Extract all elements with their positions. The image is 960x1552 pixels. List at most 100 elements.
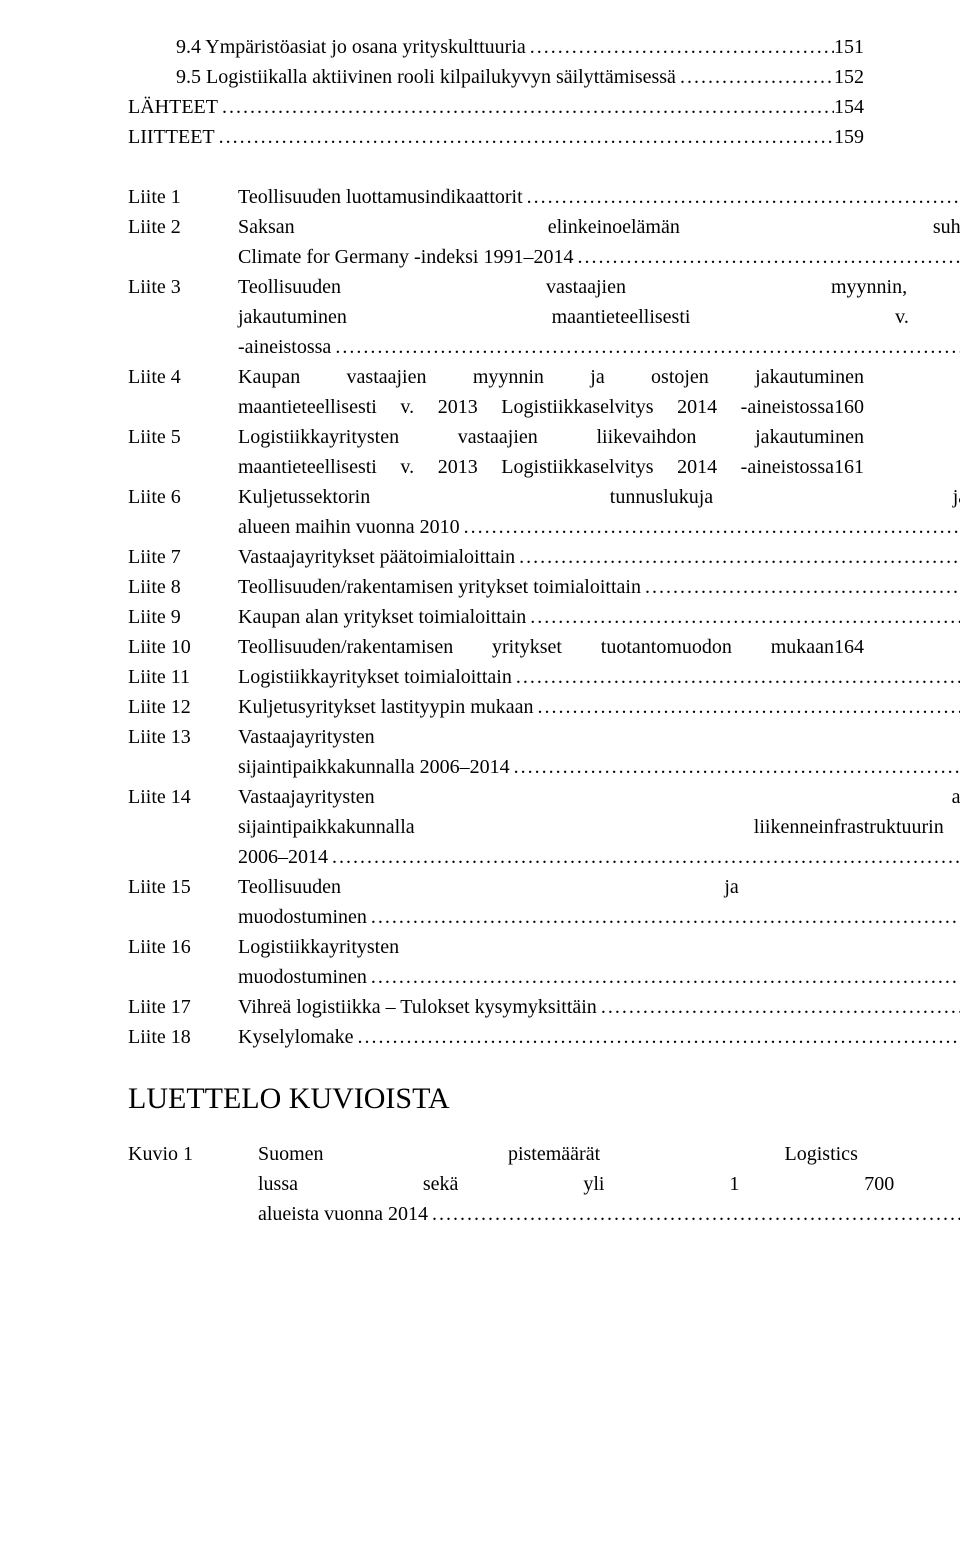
appendix-text: sijaintipaikkakunnalla liikenneinfrastru… xyxy=(238,812,960,842)
appendix-entry: Liite 6 Kuljetussektorin tunnuslukuja ja… xyxy=(128,482,864,542)
appendix-text: Kuljetusyritykset lastityypin mukaan xyxy=(238,692,534,722)
appendix-label: Liite 4 xyxy=(128,362,238,392)
toc-entry: 9.5 Logistiikalla aktiivinen rooli kilpa… xyxy=(128,62,864,92)
toc-leader xyxy=(523,182,960,212)
appendix-text: jakautuminen maantieteellisesti v. 2013 … xyxy=(238,302,960,332)
document-page: 9.4 Ympäristöasiat jo osana yrityskulttu… xyxy=(0,0,960,1552)
section-heading: LUETTELO KUVIOISTA xyxy=(128,1052,864,1139)
appendix-list: Liite 1 Teollisuuden luottamusindikaatto… xyxy=(128,182,864,1052)
appendix-entry: Liite 18 Kyselylomake 176 xyxy=(128,1022,864,1052)
toc-entry: LÄHTEET 154 xyxy=(128,92,864,122)
toc-page: 159 xyxy=(834,122,864,152)
appendix-page: 160 xyxy=(834,392,864,422)
toc-leader xyxy=(526,602,960,632)
toc-leader xyxy=(512,662,960,692)
toc-leader xyxy=(428,1199,960,1229)
toc-leader xyxy=(460,512,960,542)
appendix-entry: Liite 13 Vastaajayritysten arviot toimin… xyxy=(128,722,864,782)
appendix-text: Logistiikkayritysten komposiitti-indikaa… xyxy=(238,932,960,962)
appendix-text: Logistiikkayritykset toimialoittain xyxy=(238,662,512,692)
appendix-text: alueen maihin vuonna 2010 xyxy=(238,512,460,542)
appendix-text: maantieteellisesti v. 2013 Logistiikkase… xyxy=(238,452,834,482)
toc-label: LIITTEET xyxy=(128,122,215,152)
toc-leader xyxy=(641,572,960,602)
toc-leader xyxy=(367,962,960,992)
figure-label: Kuvio 1 xyxy=(128,1139,258,1169)
appendix-label: Liite 16 xyxy=(128,932,238,962)
figure-text: Suomen pistemäärät Logistics Performance… xyxy=(258,1139,960,1169)
appendix-label: Liite 12 xyxy=(128,692,238,722)
toc-leader xyxy=(510,752,960,782)
appendix-text: -aineistossa xyxy=(238,332,331,362)
appendix-label: Liite 9 xyxy=(128,602,238,632)
appendix-entry: Liite 3 Teollisuuden vastaajien myynnin,… xyxy=(128,272,864,362)
appendix-entry: Liite 16 Logistiikkayritysten komposiitt… xyxy=(128,932,864,992)
toc-page: 151 xyxy=(834,32,864,62)
toc-leader xyxy=(534,692,960,722)
appendix-text: Teollisuuden vastaajien myynnin, tuotant… xyxy=(238,272,960,302)
appendix-text: 2006–2014 xyxy=(238,842,328,872)
appendix-text: Teollisuuden/rakentamisen yritykset toim… xyxy=(238,572,641,602)
appendix-text: Vihreä logistiikka – Tulokset kysymyksit… xyxy=(238,992,597,1022)
toc-page: 152 xyxy=(834,62,864,92)
appendix-page: 164 xyxy=(834,632,864,662)
appendix-entry: Liite 2 Saksan elinkeinoelämän suhdannen… xyxy=(128,212,864,272)
appendix-entry: Liite 10 Teollisuuden/rakentamisen yrity… xyxy=(128,632,864,662)
appendix-text: Logistiikkayritysten vastaajien liikevai… xyxy=(238,422,864,452)
appendix-entry: Liite 1 Teollisuuden luottamusindikaatto… xyxy=(128,182,864,212)
appendix-text: Teollisuuden luottamusindikaattorit xyxy=(238,182,523,212)
appendix-entry: Liite 11 Logistiikkayritykset toimialoit… xyxy=(128,662,864,692)
appendix-text: Kyselylomake xyxy=(238,1022,354,1052)
appendix-entry: Liite 17 Vihreä logistiikka – Tulokset k… xyxy=(128,992,864,1022)
appendix-text: Vastaajayritysten arviot toimintaedellyt… xyxy=(238,782,960,812)
appendix-label: Liite 17 xyxy=(128,992,238,1022)
toc-label: LÄHTEET xyxy=(128,92,218,122)
figure-text: alueista vuonna 2014 xyxy=(258,1199,428,1229)
toc-leader xyxy=(367,902,960,932)
appendix-text: Vastaajayritysten arviot toimintaedellyt… xyxy=(238,722,960,752)
appendix-label: Liite 13 xyxy=(128,722,238,752)
toc-label: 9.4 Ympäristöasiat jo osana yrityskulttu… xyxy=(176,32,526,62)
appendix-entry: Liite 9 Kaupan alan yritykset toimialoit… xyxy=(128,602,864,632)
appendix-label: Liite 6 xyxy=(128,482,238,512)
appendix-text: Kaupan alan yritykset toimialoittain xyxy=(238,602,526,632)
appendix-text: Saksan elinkeinoelämän suhdannenäkymiä k… xyxy=(238,212,960,242)
appendix-entry: Liite 15 Teollisuuden ja kaupan komposii… xyxy=(128,872,864,932)
toc-entry: 9.4 Ympäristöasiat jo osana yrityskulttu… xyxy=(128,32,864,62)
appendix-text: Teollisuuden ja kaupan komposiitti-indik… xyxy=(238,872,960,902)
appendix-label: Liite 1 xyxy=(128,182,238,212)
appendix-text: Kuljetussektorin tunnuslukuja ja vertail… xyxy=(238,482,960,512)
toc-page: 154 xyxy=(834,92,864,122)
toc-entry: LIITTEET 159 xyxy=(128,122,864,152)
appendix-label: Liite 18 xyxy=(128,1022,238,1052)
appendix-label: Liite 3 xyxy=(128,272,238,302)
figure-entry: Kuvio 1 Suomen pistemäärät Logistics Per… xyxy=(128,1139,864,1229)
toc-leader xyxy=(526,32,834,62)
toc-leader xyxy=(515,542,960,572)
appendix-text: muodostuminen xyxy=(238,962,367,992)
appendix-label: Liite 7 xyxy=(128,542,238,572)
toc-leader xyxy=(218,92,834,122)
appendix-label: Liite 10 xyxy=(128,632,238,662)
appendix-entry: Liite 5 Logistiikkayritysten vastaajien … xyxy=(128,422,864,482)
figure-text: lussa sekä yli 1 700 suomalaisen vastaaj… xyxy=(258,1169,960,1199)
toc-leader xyxy=(574,242,960,272)
appendix-label: Liite 15 xyxy=(128,872,238,902)
appendix-text: Climate for Germany -indeksi 1991–2014 xyxy=(238,242,574,272)
toc-leader xyxy=(328,842,960,872)
appendix-text: Vastaajayritykset päätoimialoittain xyxy=(238,542,515,572)
toc-leader xyxy=(215,122,834,152)
appendix-label: Liite 11 xyxy=(128,662,238,692)
appendix-label: Liite 8 xyxy=(128,572,238,602)
appendix-text: muodostuminen xyxy=(238,902,367,932)
appendix-label: Liite 14 xyxy=(128,782,238,812)
appendix-entry: Liite 8 Teollisuuden/rakentamisen yrityk… xyxy=(128,572,864,602)
toc-leader xyxy=(331,332,960,362)
toc-leader xyxy=(676,62,834,92)
appendix-text: sijaintipaikkakunnalla 2006–2014 xyxy=(238,752,510,782)
appendix-entry: Liite 4 Kaupan vastaajien myynnin ja ost… xyxy=(128,362,864,422)
appendix-label: Liite 2 xyxy=(128,212,238,242)
appendix-entry: Liite 7 Vastaajayritykset päätoimialoitt… xyxy=(128,542,864,572)
toc-leader xyxy=(354,1022,960,1052)
appendix-entry: Liite 14 Vastaajayritysten arviot toimin… xyxy=(128,782,864,872)
